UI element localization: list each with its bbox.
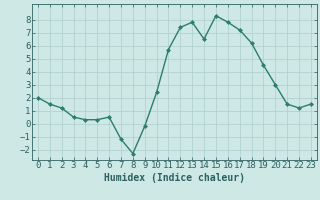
X-axis label: Humidex (Indice chaleur): Humidex (Indice chaleur) <box>104 173 245 183</box>
